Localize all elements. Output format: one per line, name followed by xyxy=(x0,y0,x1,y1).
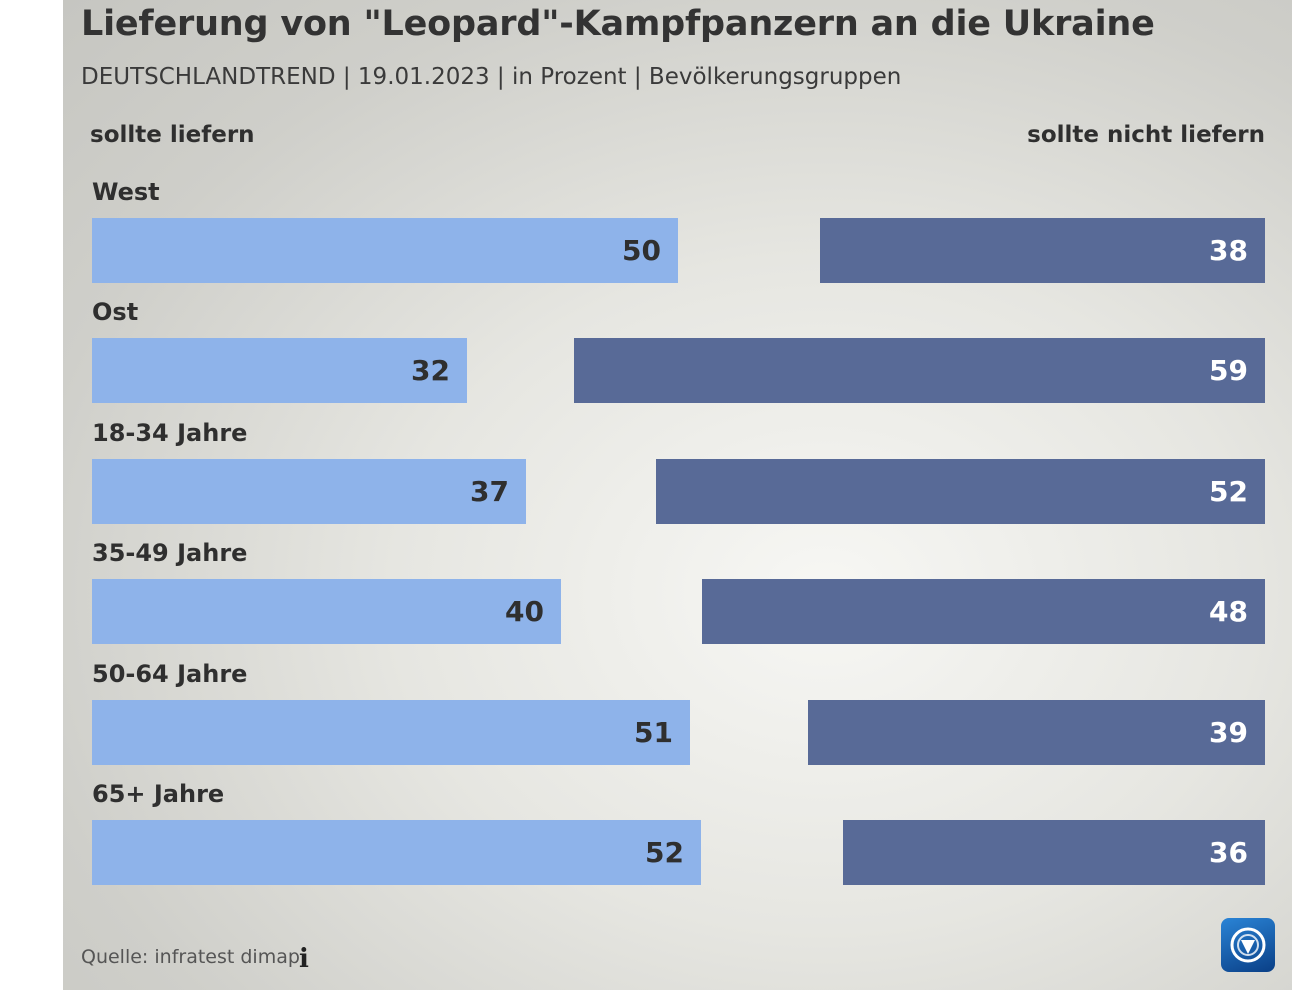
bar-sollte-nicht-liefern: 48 xyxy=(702,579,1265,644)
group-label: West xyxy=(92,178,160,206)
chart-container: Lieferung von "Leopard"-Kampfpanzern an … xyxy=(63,0,1292,990)
bar-sollte-liefern: 52 xyxy=(92,820,701,885)
bar-value-label: 39 xyxy=(1209,716,1248,749)
group-label: 50-64 Jahre xyxy=(92,660,248,688)
bar-sollte-liefern: 51 xyxy=(92,700,690,765)
bar-sollte-nicht-liefern: 52 xyxy=(656,459,1265,524)
group-label: 35-49 Jahre xyxy=(92,539,248,567)
bar-value-label: 32 xyxy=(411,354,450,387)
bar-value-label: 59 xyxy=(1209,354,1248,387)
bar-value-label: 40 xyxy=(505,595,544,628)
bar-value-label: 52 xyxy=(1209,475,1248,508)
bar-value-label: 50 xyxy=(622,234,661,267)
group-label: Ost xyxy=(92,298,139,326)
legend-left-label: sollte liefern xyxy=(90,122,255,148)
group-label: 18-34 Jahre xyxy=(92,419,248,447)
bar-sollte-liefern: 40 xyxy=(92,579,561,644)
bar-sollte-liefern: 32 xyxy=(92,338,467,403)
tagesschau-logo-icon xyxy=(1221,918,1275,972)
bar-value-label: 37 xyxy=(470,475,509,508)
source-note: Quelle: infratest dimap xyxy=(81,946,300,968)
bar-sollte-nicht-liefern: 59 xyxy=(574,338,1265,403)
bar-sollte-nicht-liefern: 36 xyxy=(843,820,1265,885)
bar-value-label: 52 xyxy=(645,836,684,869)
bar-sollte-liefern: 37 xyxy=(92,459,526,524)
bar-sollte-nicht-liefern: 39 xyxy=(808,700,1265,765)
bar-sollte-liefern: 50 xyxy=(92,218,678,283)
group-label: 65+ Jahre xyxy=(92,780,225,808)
bar-value-label: 48 xyxy=(1209,595,1248,628)
legend-right-label: sollte nicht liefern xyxy=(1027,122,1265,148)
chart-subtitle: DEUTSCHLANDTREND | 19.01.2023 | in Proze… xyxy=(81,64,902,90)
bar-value-label: 38 xyxy=(1209,234,1248,267)
chart-title: Lieferung von "Leopard"-Kampfpanzern an … xyxy=(81,4,1155,44)
bar-sollte-nicht-liefern: 38 xyxy=(820,218,1265,283)
bar-value-label: 51 xyxy=(634,716,673,749)
info-icon[interactable]: i xyxy=(299,944,309,974)
bar-value-label: 36 xyxy=(1209,836,1248,869)
